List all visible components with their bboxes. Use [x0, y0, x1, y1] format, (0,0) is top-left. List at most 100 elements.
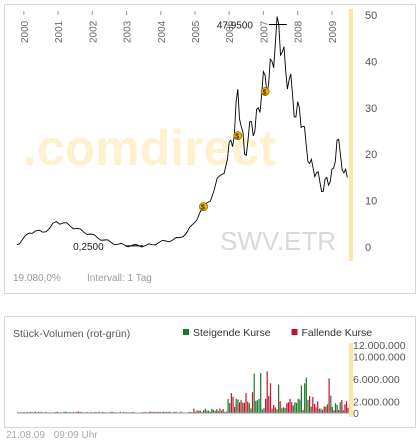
price-chart-panel: .comdirect SWV.ETR 19.080,0% Intervall: … — [4, 4, 416, 294]
dividend-marker-label: $ — [235, 134, 239, 141]
legend-swatch — [183, 329, 189, 335]
volume-bar — [175, 411, 177, 413]
volume-bar — [240, 400, 242, 413]
x-tick-label: 2002 — [88, 20, 99, 43]
volume-y-tick-label: 10.000.000 — [353, 351, 406, 363]
volume-bar — [207, 410, 210, 413]
volume-bar — [345, 401, 348, 413]
dividend-marker — [260, 87, 270, 96]
volume-bar — [287, 402, 289, 413]
dividend-marker-label: $ — [263, 90, 267, 97]
volume-bar — [295, 402, 298, 413]
y-axis-strip — [349, 9, 353, 261]
volume-bar — [190, 411, 192, 413]
volume-bar — [312, 397, 314, 413]
footer: 21.08.09 09:09 Uhr — [6, 430, 104, 441]
volume-bar — [198, 410, 200, 413]
watermark-text: .comdirect — [23, 120, 276, 176]
volume-bar — [289, 398, 291, 413]
volume-bar — [300, 385, 302, 413]
y-tick-label: 10 — [365, 196, 377, 208]
volume-bar — [98, 411, 100, 413]
volume-bar — [271, 408, 273, 413]
volume-axis-strip — [349, 343, 353, 417]
volume-bar — [234, 407, 236, 413]
x-tick-label: 2001 — [54, 20, 65, 43]
volume-bar — [180, 411, 182, 413]
volume-bar — [248, 403, 250, 413]
y-tick-label: 20 — [365, 149, 377, 161]
volume-bar — [291, 402, 293, 413]
volume-bar — [194, 411, 197, 413]
x-tick-label: 2008 — [294, 20, 305, 43]
volume-bar — [247, 401, 249, 413]
volume-bar — [65, 411, 67, 413]
volume-bar — [34, 411, 36, 413]
volume-bar — [297, 398, 299, 413]
volume-bar — [330, 395, 332, 413]
volume-bar — [304, 383, 306, 413]
x-tick-label: 2006 — [225, 20, 236, 43]
x-tick-label: 2007 — [259, 20, 270, 43]
volume-bar — [322, 409, 324, 413]
volume-bar — [221, 410, 223, 413]
volume-bar — [193, 408, 195, 413]
volume-y-tick-label: 2.000.000 — [353, 397, 400, 409]
annotation-label: 0,2500 — [73, 242, 104, 253]
volume-bar — [150, 411, 152, 413]
volume-y-tick-label: 0 — [353, 408, 359, 420]
volume-bar — [342, 410, 344, 413]
volume-bar — [268, 396, 270, 413]
volume-bar — [37, 411, 39, 413]
volume-bar — [196, 410, 198, 413]
legend-swatch — [291, 329, 298, 335]
volume-bar — [206, 410, 208, 413]
y-tick-label: 0 — [365, 242, 371, 254]
volume-bar — [315, 407, 317, 413]
volume-bar — [334, 403, 337, 413]
date-label: 21.08.09 — [6, 430, 45, 441]
volume-bar — [317, 401, 319, 413]
volume-bar — [302, 409, 304, 413]
x-tick-label: 2004 — [157, 20, 168, 43]
volume-bar — [132, 411, 134, 413]
volume-bar — [338, 410, 340, 413]
volume-bar — [279, 401, 281, 413]
volume-bar — [243, 402, 245, 413]
dividend-marker — [199, 202, 208, 212]
volume-bar — [85, 411, 88, 413]
volume-bar — [320, 408, 322, 413]
time-label: 09:09 Uhr — [53, 430, 98, 441]
volume-bar — [294, 402, 296, 413]
volume-bar — [253, 373, 255, 413]
volume-bar — [273, 404, 275, 413]
volume-bar — [229, 403, 231, 413]
x-tick-label: 2003 — [123, 20, 134, 43]
volume-bar — [77, 411, 80, 413]
volume-bar — [224, 411, 226, 413]
volume-bar — [153, 411, 155, 413]
volume-bar — [331, 406, 333, 413]
volume-bar — [162, 411, 164, 413]
x-tick-label: 2000 — [20, 20, 31, 43]
volume-bar — [286, 403, 288, 413]
price-chart: .comdirect SWV.ETR 19.080,0% Intervall: … — [13, 9, 377, 284]
volume-bar — [111, 411, 113, 413]
volume-bar — [274, 407, 276, 413]
y-tick-label: 30 — [365, 103, 377, 115]
volume-bar — [57, 411, 59, 413]
volume-bar — [260, 373, 262, 413]
volume-bar — [242, 402, 244, 413]
volume-bar — [339, 402, 341, 413]
volume-bar — [238, 402, 241, 413]
volume-bar — [156, 411, 158, 413]
annotation-label: 47,9500 — [217, 21, 254, 32]
volume-bar — [217, 411, 219, 413]
volume-bar — [41, 411, 43, 413]
volume-chart: Stück-Volumen (rot-grün) Steigende Kurse… — [13, 327, 406, 420]
volume-bar — [219, 408, 221, 413]
performance-label: 19.080,0% — [13, 273, 61, 284]
volume-bar — [63, 411, 65, 413]
volume-bar — [276, 409, 278, 413]
volume-bar — [313, 404, 316, 413]
